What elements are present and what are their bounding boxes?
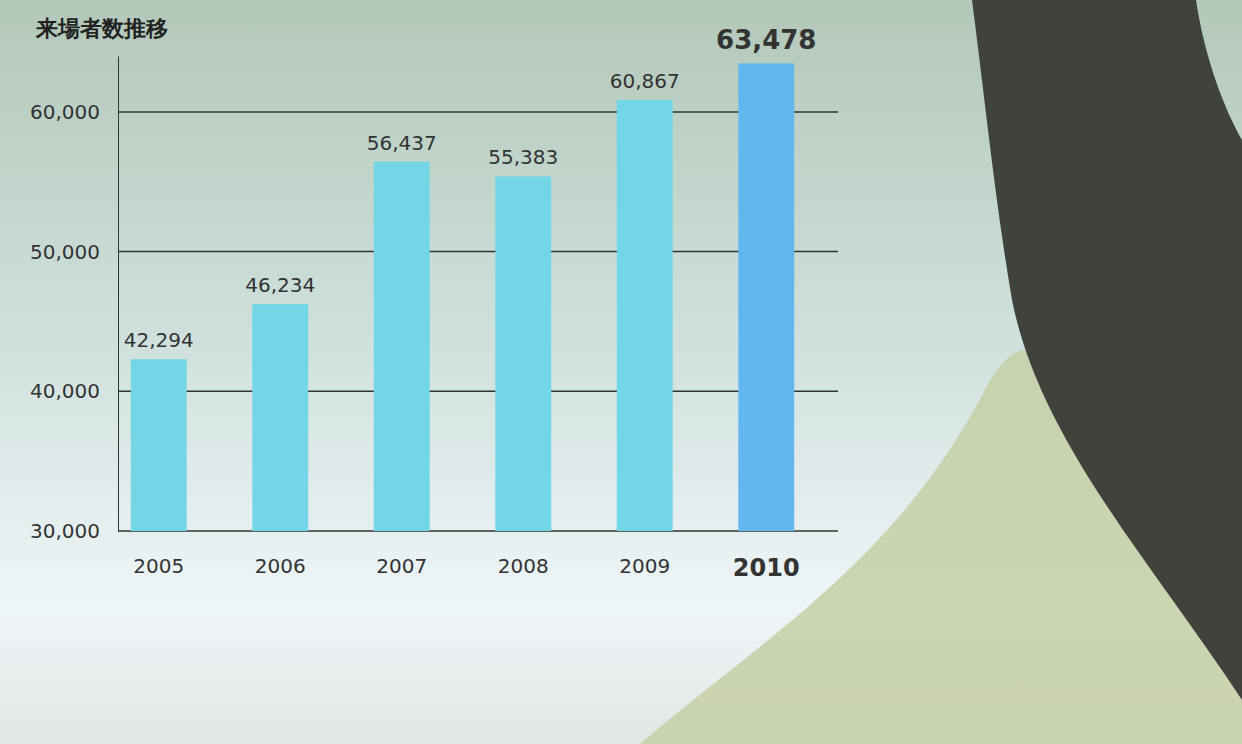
bar [617, 100, 673, 531]
y-tick-label: 30,000 [30, 519, 100, 543]
bar [738, 63, 794, 531]
y-axis: 30,000 40,000 50,000 60,000 [30, 57, 118, 543]
data-labels: 42,294 46,234 56,437 55,383 60,867 63,478 [124, 25, 817, 352]
title: 来場者数推移 [35, 16, 168, 41]
decoration-arch [972, 0, 1242, 700]
y-tick-label: 40,000 [30, 379, 100, 403]
data-label: 42,294 [124, 328, 194, 352]
x-tick: 2005 [133, 531, 184, 578]
y-tick: 30,000 [30, 519, 118, 543]
bars [131, 63, 794, 531]
grid-line [118, 251, 838, 253]
grid-line [118, 391, 838, 393]
y-tick: 40,000 [30, 379, 118, 403]
data-label: 55,383 [488, 145, 558, 169]
x-tick-label: 2005 [133, 554, 184, 578]
x-tick-label: 2007 [376, 554, 427, 578]
grid-line [118, 530, 838, 532]
y-tick: 60,000 [30, 100, 118, 124]
x-tick: 2010 [733, 531, 800, 582]
x-tick-label: 2010 [733, 554, 800, 582]
y-axis-line [118, 57, 119, 532]
x-tick: 2007 [376, 531, 427, 578]
y-tick: 50,000 [30, 240, 118, 264]
background [0, 0, 1242, 744]
x-tick-label: 2006 [255, 554, 306, 578]
x-tick-label: 2008 [498, 554, 549, 578]
y-tick-label: 60,000 [30, 100, 100, 124]
bar [252, 304, 308, 531]
bar [495, 176, 551, 531]
bar [131, 359, 187, 531]
x-tick: 2006 [255, 531, 306, 578]
chart: 30,000 40,000 50,000 60,000 2005 2006 2007 2008… [0, 0, 1242, 744]
x-tick-label: 2009 [619, 554, 670, 578]
bar [374, 162, 430, 531]
grid-line [118, 111, 838, 113]
x-tick: 2009 [619, 531, 670, 578]
data-label: 46,234 [245, 273, 315, 297]
data-label: 56,437 [367, 131, 437, 155]
x-axis: 2005 2006 2007 2008 2009 2010 [133, 531, 799, 582]
data-label: 60,867 [610, 69, 680, 93]
grid [118, 112, 838, 531]
y-tick-label: 50,000 [30, 240, 100, 264]
x-tick: 2008 [498, 531, 549, 578]
data-label: 63,478 [716, 25, 816, 55]
